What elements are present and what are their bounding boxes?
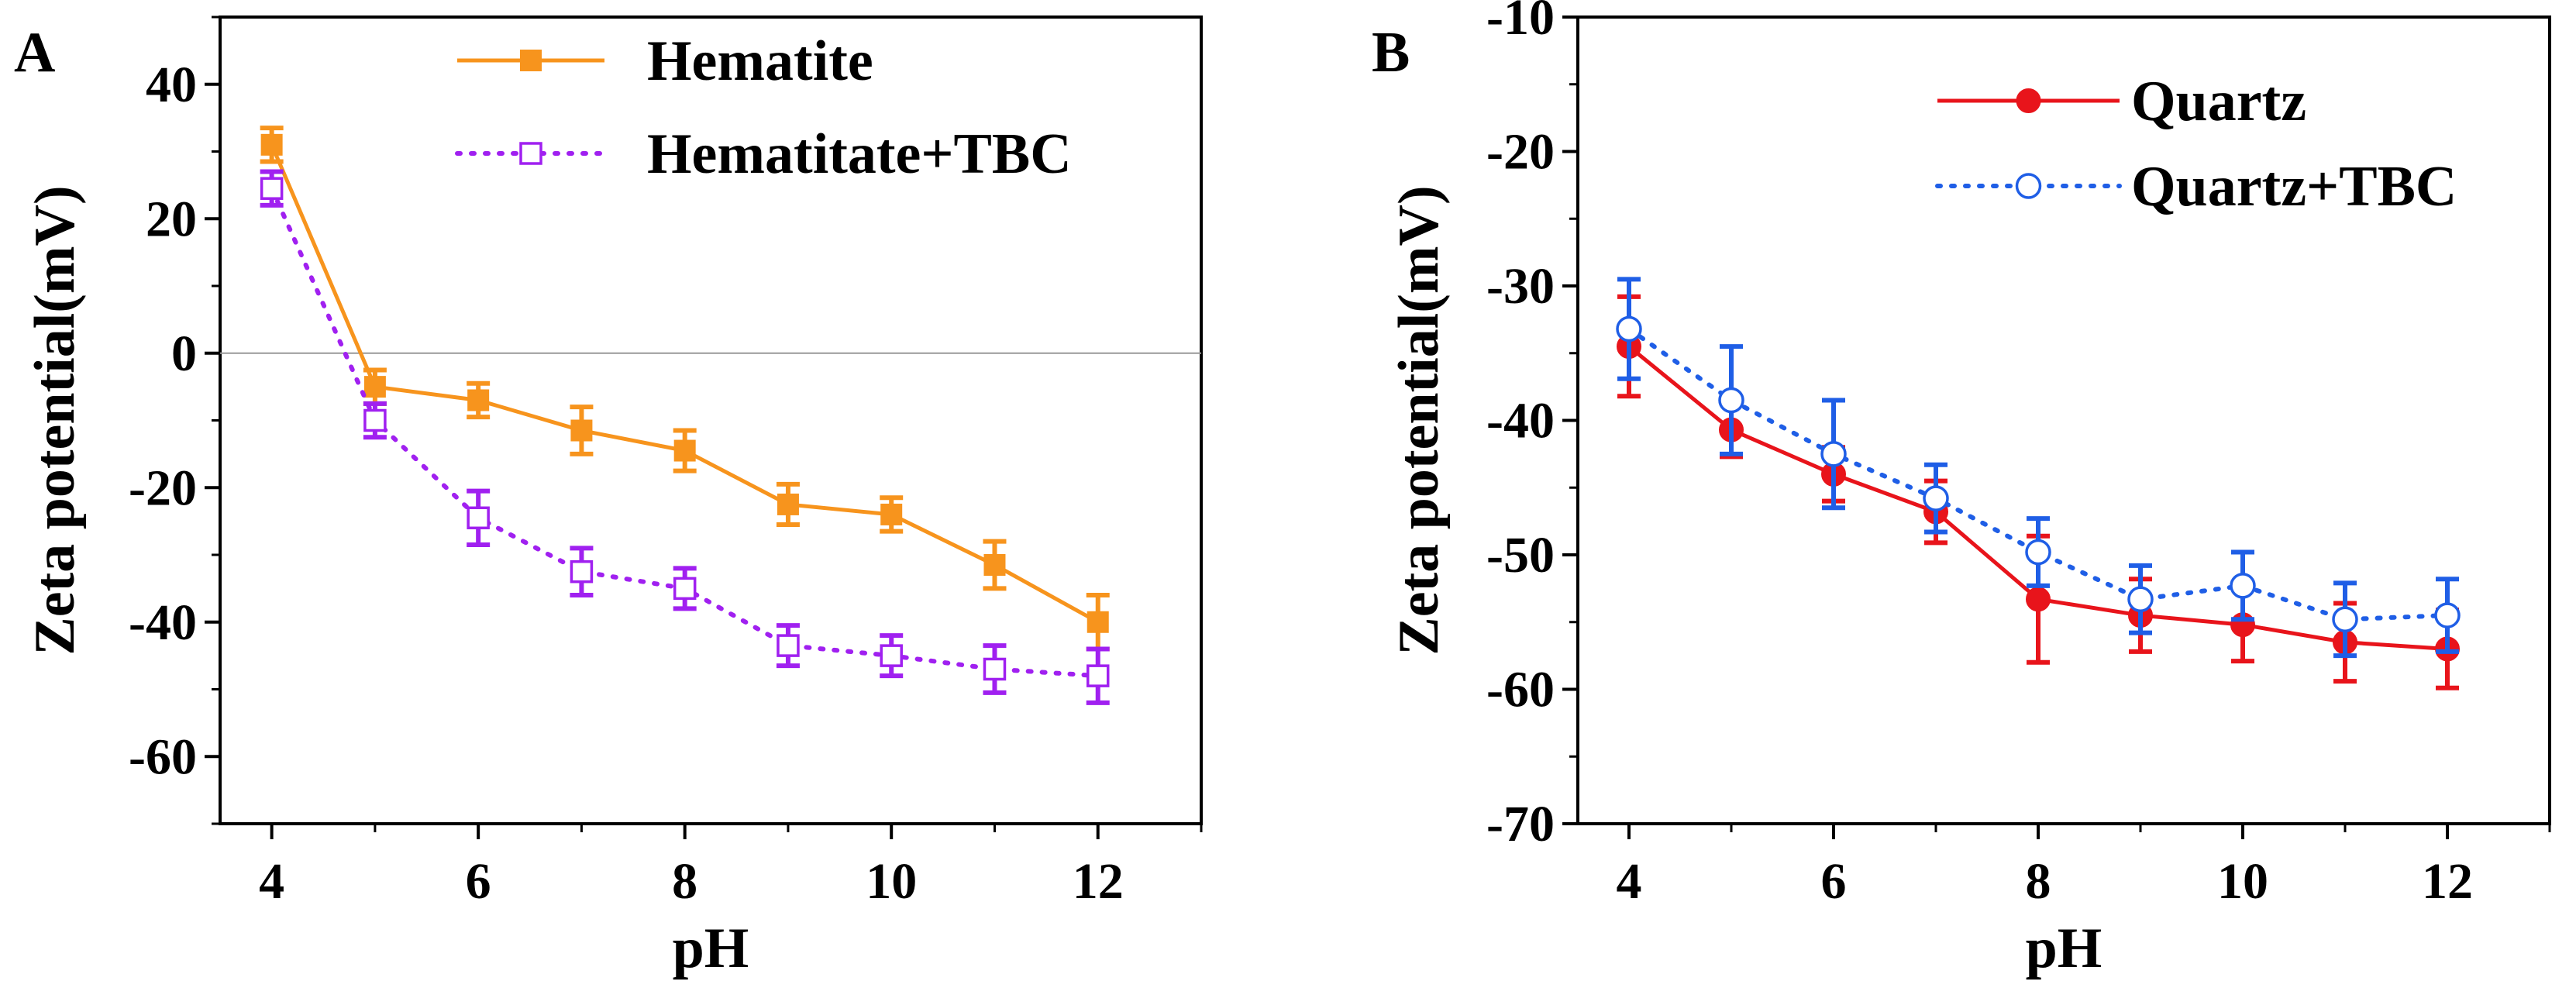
data-point xyxy=(1820,441,1847,467)
data-point xyxy=(363,376,386,398)
legend-marker xyxy=(2016,88,2041,113)
data-point xyxy=(880,503,903,525)
x-tick-label: 6 xyxy=(466,853,491,910)
x-axis-title: pH xyxy=(2026,917,2102,980)
y-tick-label: -60 xyxy=(1486,662,1555,718)
x-tick-label: 8 xyxy=(2026,853,2051,910)
y-tick-label: -30 xyxy=(1486,258,1555,315)
data-point xyxy=(260,177,284,200)
data-point xyxy=(467,506,490,530)
legend-entry: Quartz+TBC xyxy=(1935,155,2457,219)
legend-entry: Hematite xyxy=(457,29,873,93)
x-axis: 4 6 8 10 12 xyxy=(259,824,1203,910)
x-axis: 4 6 8 10 12 xyxy=(1617,824,2551,910)
data-point xyxy=(983,554,1006,577)
y-tick-label: 0 xyxy=(171,325,197,382)
data-point xyxy=(777,634,800,657)
data-point xyxy=(570,559,594,584)
y-tick-label: -40 xyxy=(129,594,197,651)
data-point xyxy=(880,644,903,667)
y-tick-label: 20 xyxy=(146,191,197,247)
y-tick-label: -60 xyxy=(129,728,197,785)
data-point xyxy=(467,389,490,411)
x-tick-label: 10 xyxy=(866,853,917,910)
data-point xyxy=(1616,315,1642,343)
legend-marker xyxy=(519,142,542,165)
data-point xyxy=(777,493,799,515)
data-point xyxy=(673,439,696,462)
data-point xyxy=(1086,664,1110,687)
y-axis-title: Zeta potential(mV) xyxy=(1387,185,1451,655)
data-point xyxy=(2026,587,2051,612)
data-point xyxy=(2332,606,2358,633)
data-point xyxy=(2127,586,2154,613)
x-tick-label: 4 xyxy=(259,853,284,910)
x-tick-label: 12 xyxy=(1073,853,1124,910)
y-axis-title: Zeta potential(mV) xyxy=(23,185,87,655)
y-tick-label: -20 xyxy=(1486,124,1555,181)
y-tick-label: -50 xyxy=(1486,527,1555,584)
y-tick-label: -70 xyxy=(1486,796,1555,852)
panel-a: 4 6 8 10 12 -60 -40 -20 0 20 40 pH Zeta potential(mV… xyxy=(14,15,1203,980)
legend-entry: Hematitate+TBC xyxy=(455,122,1072,186)
data-point xyxy=(983,657,1007,681)
y-tick-label: 40 xyxy=(146,57,197,113)
series-0 xyxy=(260,126,1110,652)
legend-marker xyxy=(520,50,542,71)
legend-label: Hematite xyxy=(647,29,873,93)
legend-entry: Quartz xyxy=(1937,70,2306,133)
series-1 xyxy=(260,169,1110,705)
data-point xyxy=(2230,573,2256,599)
x-axis-title: pH xyxy=(673,917,749,980)
y-tick-label: -20 xyxy=(129,460,197,516)
legend-label: Quartz+TBC xyxy=(2131,155,2457,219)
series-0 xyxy=(1617,294,2460,690)
data-point xyxy=(1718,387,1744,414)
y-tick-label: -40 xyxy=(1486,393,1555,449)
data-point xyxy=(673,577,697,601)
panel-label: B xyxy=(1372,21,1410,84)
data-point xyxy=(363,408,387,432)
data-point xyxy=(1923,485,1949,511)
y-axis: -60 -40 -20 0 20 40 xyxy=(129,15,220,825)
y-tick-label: -10 xyxy=(1486,0,1555,46)
legend-marker xyxy=(2015,173,2042,199)
data-point xyxy=(1087,611,1109,633)
x-tick-label: 12 xyxy=(2422,853,2473,910)
series-1 xyxy=(1616,277,2461,659)
panel-b: 4 6 8 10 12 -70 -60 -50 -40 -30 -20 -10 pH Zeta poten… xyxy=(1372,0,2551,980)
series-line xyxy=(1627,326,2450,622)
x-tick-label: 10 xyxy=(2217,853,2268,910)
series-line xyxy=(270,143,1099,624)
panel-label: A xyxy=(14,21,55,84)
x-tick-label: 8 xyxy=(672,853,697,910)
y-axis: -70 -60 -50 -40 -30 -20 -10 xyxy=(1486,0,1578,852)
data-point xyxy=(2434,602,2461,628)
data-point xyxy=(260,133,283,156)
legend-label: Hematitate+TBC xyxy=(647,122,1072,186)
x-tick-label: 4 xyxy=(1617,853,1642,910)
data-point xyxy=(2025,539,2051,566)
x-tick-label: 6 xyxy=(1821,853,1847,910)
legend-label: Quartz xyxy=(2131,70,2306,133)
data-point xyxy=(570,419,593,442)
